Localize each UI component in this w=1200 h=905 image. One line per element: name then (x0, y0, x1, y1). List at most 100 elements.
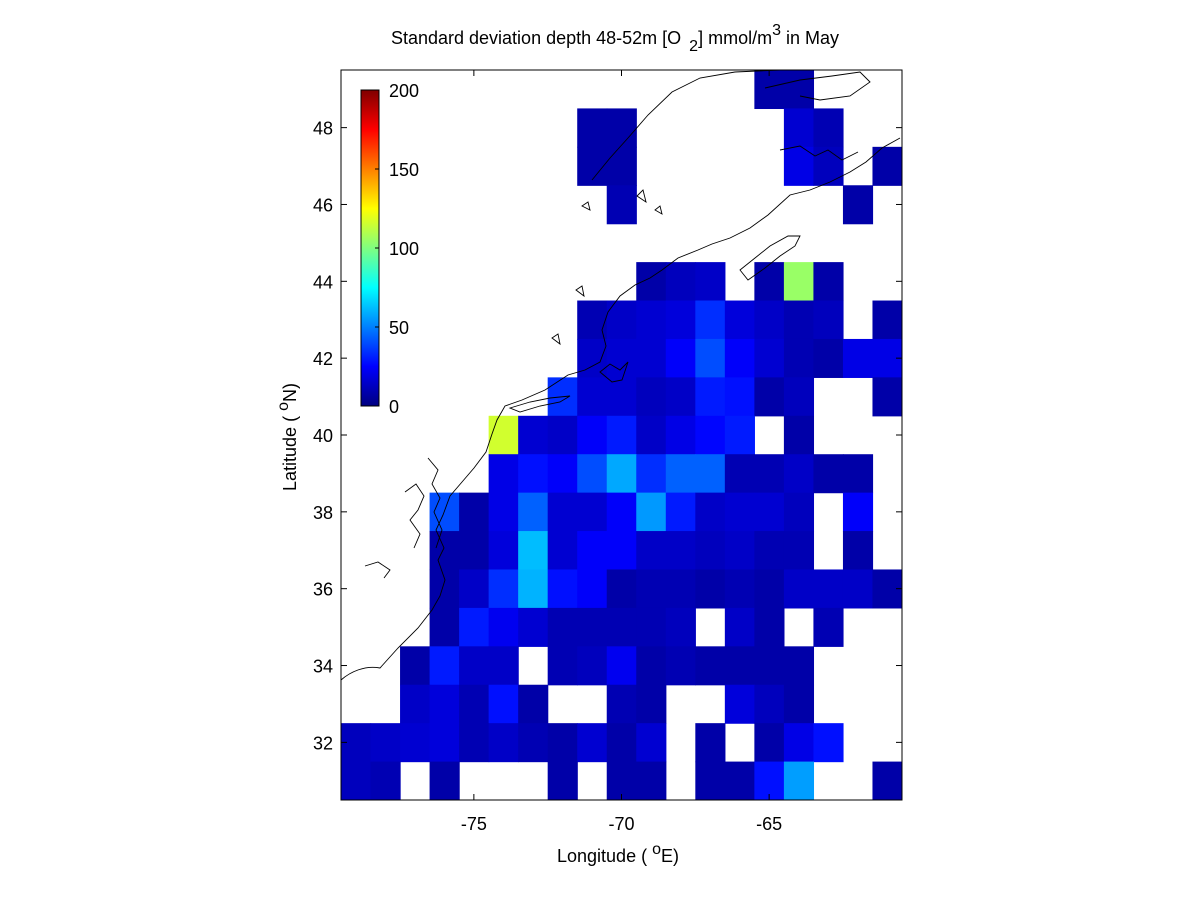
heatmap-cell (872, 300, 902, 340)
heatmap-cell (872, 377, 902, 417)
heatmap-cell (783, 646, 815, 686)
heatmap-cell (665, 607, 696, 647)
heatmap-cell (783, 377, 815, 417)
y-tick-label: 38 (313, 503, 333, 523)
heatmap-cell (695, 377, 726, 417)
heatmap-cell (842, 569, 874, 609)
heatmap-cell (695, 338, 726, 378)
heatmap-cell (606, 108, 637, 148)
coastline-north-shore (764, 71, 871, 101)
heatmap-cell (488, 569, 519, 609)
colorbar-ticks: 0 50 100 150 200 (375, 81, 419, 417)
y-tick-label: 32 (313, 733, 333, 753)
y-tick-label: 40 (313, 426, 333, 446)
heatmap-cell (547, 646, 578, 686)
heatmap-cell (459, 531, 490, 571)
heatmap-cell (606, 454, 637, 494)
heatmap-cell (754, 531, 785, 571)
heatmap-cell (459, 492, 490, 532)
heatmap-cell (695, 454, 726, 494)
heatmap-cell (783, 338, 815, 378)
heatmap-cell (577, 569, 608, 609)
heatmap-cell (577, 607, 608, 647)
heatmap-cell (606, 607, 637, 647)
title-prefix: Standard deviation depth 48-52m [O (391, 28, 681, 48)
heatmap-cell (724, 569, 755, 609)
colorbar-tick-label: 50 (389, 318, 409, 338)
heatmap-cell (665, 492, 696, 532)
heatmap-cell (813, 300, 844, 340)
heatmap-cell (606, 761, 637, 800)
heatmap-cell (842, 531, 874, 571)
coastline-island-c (636, 189, 647, 204)
heatmap-cell (665, 262, 696, 302)
y-label-superscript: o (275, 402, 292, 411)
heatmap-cell (547, 607, 578, 647)
heatmap-cell (754, 300, 785, 340)
heatmap-cell (636, 492, 667, 532)
heatmap-cell (429, 607, 460, 647)
heatmap-cell (429, 531, 460, 571)
coastline-island-d (654, 205, 663, 215)
heatmap-cell (518, 415, 549, 455)
heatmap-cell (813, 454, 844, 494)
heatmap-cell (636, 684, 667, 724)
heatmap-cell (547, 723, 578, 763)
heatmap-cell (370, 761, 401, 800)
colorbar: 0 50 100 150 200 (360, 81, 419, 417)
heatmap-cell (636, 607, 667, 647)
heatmap-cell (488, 607, 519, 647)
heatmap-cell (488, 415, 519, 455)
y-tick-label: 46 (313, 195, 333, 215)
heatmap-cell (636, 262, 667, 302)
coastline-inlet (364, 561, 391, 579)
heatmap-cell (813, 723, 844, 763)
heatmap-cell (842, 492, 874, 532)
heatmap-cell (606, 569, 637, 609)
heatmap-cells (341, 70, 902, 800)
heatmap-cell (783, 300, 815, 340)
heatmap-cell (606, 377, 637, 417)
coastline-bay-west (404, 483, 425, 549)
coastline-bay-east (427, 457, 443, 549)
heatmap-cell (429, 569, 460, 609)
title-suffix: in May (781, 28, 839, 48)
heatmap-cell (606, 338, 637, 378)
heatmap-cell (813, 262, 844, 302)
heatmap-cell (547, 569, 578, 609)
y-tick-label: 36 (313, 580, 333, 600)
heatmap-cell (754, 646, 785, 686)
heatmap-cell (518, 569, 549, 609)
heatmap-cell (636, 531, 667, 571)
colorbar-tick-label: 100 (389, 239, 419, 259)
heatmap-cell (665, 531, 696, 571)
heatmap-cell (754, 761, 785, 800)
heatmap-cell (459, 569, 490, 609)
heatmap-cell (400, 684, 431, 724)
heatmap-cell (813, 338, 844, 378)
heatmap-cell (577, 415, 608, 455)
heatmap-cell (754, 377, 785, 417)
heatmap-cell (429, 723, 460, 763)
heatmap-cell (429, 761, 460, 800)
heatmap-cell (459, 723, 490, 763)
heatmap-cell (872, 761, 902, 800)
heatmap-cell (665, 415, 696, 455)
coastline-peninsula (739, 235, 801, 281)
heatmap-cell (400, 646, 431, 686)
heatmap-cell (783, 415, 815, 455)
heatmap-cell (636, 454, 667, 494)
heatmap-cell (724, 646, 755, 686)
heatmap-cell (606, 146, 637, 186)
heatmap-cell (754, 262, 785, 302)
heatmap-cell (636, 377, 667, 417)
heatmap-cell (665, 454, 696, 494)
coastline-island-b (551, 333, 561, 346)
heatmap-cell (695, 531, 726, 571)
heatmap-cell (783, 108, 815, 148)
heatmap-cell (636, 723, 667, 763)
colorbar-tick-label: 200 (389, 81, 419, 101)
heatmap-cell (754, 723, 785, 763)
heatmap-cell (459, 684, 490, 724)
